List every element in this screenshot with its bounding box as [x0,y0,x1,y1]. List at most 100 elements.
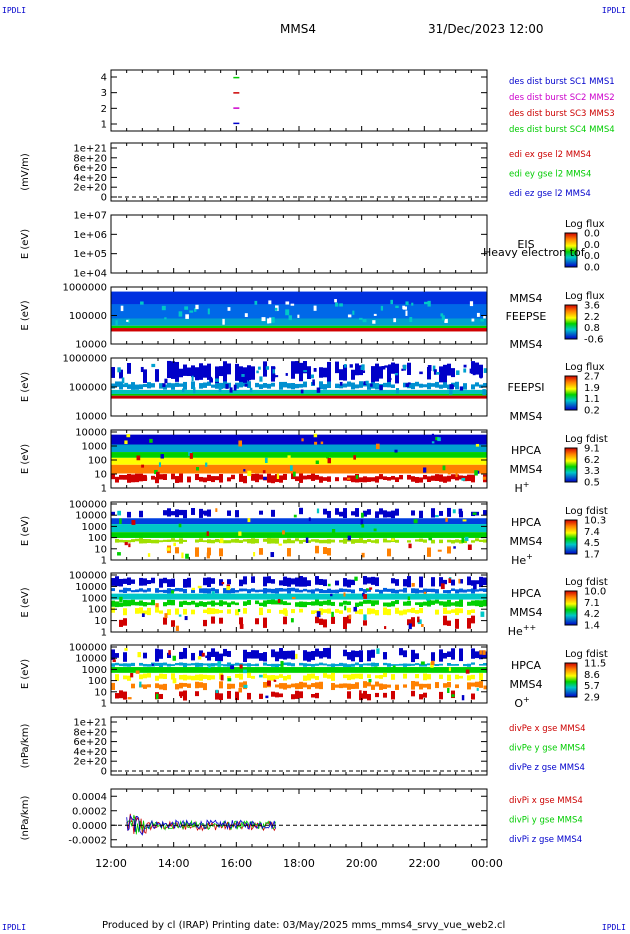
y-axis-label-feepse: E (eV) [20,300,31,330]
spectrogram-speckle-feepsi [435,371,440,375]
spectrogram-speckle-hpca_he2 [407,596,411,601]
spectrogram-cell-hpca_o [359,664,363,668]
spectrogram-speckle-hpca_o [259,674,263,678]
spectrogram-speckle-feepsi [370,383,373,387]
spectrogram-cell-hpca_o [471,682,475,687]
spectrogram-cell-hpca_o [179,662,183,666]
colorbar-tick-hpca_h: 9.1 [584,444,600,455]
spectrogram-cell-hpca_he2 [159,590,163,593]
spectrogram-cell-hpca_o [259,693,263,699]
spectrogram-speckle-hpca_he [316,508,320,514]
spectrogram-speckle-feepsi [272,373,276,379]
legend-entry-divpi: divPi z gse MMS4 [509,835,582,845]
spectrogram-cell-hpca_he [179,509,183,516]
spectrogram-cell-feepsi [271,382,275,387]
spectrogram-cell-hpca_he2 [199,601,203,607]
spectrogram-cell-feepsi [167,360,171,379]
spectrogram-cell-feepsi [427,367,431,380]
spectrogram-cell-hpca_he [207,547,211,556]
y-tick-label-burst: 2 [101,104,107,115]
spectrogram-speckle-hpca_o [451,694,455,698]
spectrogram-speckle-feepse [405,301,409,306]
spectrogram-speckle-hpca_he [131,520,136,525]
spectrogram-speckle-feepsi [256,370,259,374]
spectrogram-speckle-hpca_h [437,437,441,442]
y-tick-label-hpca_h: 1 [101,484,107,495]
spectrogram-cell-hpca_he2 [147,602,151,606]
spectrogram-cell-hpca_he [287,538,291,544]
spectrogram-speckle-hpca_he2 [327,583,331,587]
spectrogram-cell-feepsi [219,382,223,389]
spectrogram-speckle-hpca_o [265,695,269,699]
spectrogram-speckle-hpca_o [483,685,488,690]
instrument-spacecraft-hpca_h: MMS4 [510,463,543,476]
spectrogram-cell-hpca_he2 [455,589,459,594]
spectrogram-speckle-hpca_h [243,469,246,472]
spectrogram-speckle-feepsi [209,378,213,383]
spectrogram-cell-hpca_o [275,692,279,698]
spectrogram-cell-hpca_he2 [171,599,175,606]
spectrogram-cell-hpca_he2 [203,619,207,627]
y-tick-label-hpca_o: 10000 [75,654,107,665]
spectrogram-speckle-feepse [359,317,363,320]
spectrogram-speckle-hpca_o [208,664,211,669]
spectrogram-cell-feepsi [451,368,455,378]
spectrogram-cell-hpca_h [271,475,275,484]
spectrogram-cell-hpca_he2 [203,602,207,607]
spectrogram-cell-hpca_o [227,676,231,679]
spectrogram-speckle-feepse [411,302,414,306]
spectrogram-cell-hpca_o [227,683,231,690]
spectrogram-cell-hpca_h [383,476,387,481]
spectrogram-cell-feepsi [291,383,295,390]
spectrogram-cell-hpca_o [395,684,399,690]
instrument-name-feepsi: FEEPSI [507,381,544,394]
spectrogram-speckle-hpca_he [408,543,412,549]
spectrogram-cell-hpca_he2 [347,607,351,613]
legend-entry-burst: des dist burst SC3 MMS3 [509,109,615,119]
spectrogram-cell-feepsi [179,383,183,387]
spectrogram-speckle-feepse [120,305,124,312]
spectrogram-speckle-feepsi [140,366,144,373]
spectrogram-speckle-feepse [227,307,231,311]
spectrogram-speckle-hpca_h [313,433,318,438]
spectrogram-cell-hpca_o [219,653,223,662]
spectrogram-cell-hpca_he [395,508,399,516]
spectrogram-cell-feepsi [119,369,123,379]
spectrogram-cell-hpca_he [439,510,443,516]
spectrogram-cell-hpca_h [151,475,155,480]
spectrogram-cell-hpca_he2 [431,577,435,587]
spectrogram-cell-hpca_h [435,474,439,482]
spectrogram-cell-hpca_he2 [427,588,431,593]
spectrogram-band-hpca_h [111,464,487,474]
spectrogram-cell-hpca_he2 [339,588,343,593]
spectrogram-cell-hpca_o [347,652,351,660]
date-title: 31/Dec/2023 12:00 [428,22,544,36]
spectrogram-cell-hpca_o [311,673,315,679]
spectrogram-cell-hpca_o [383,672,387,678]
spectrogram-speckle-hpca_he [361,524,365,528]
spectrogram-band-feepse [111,325,487,329]
colorbar-tick-hpca_he: 10.3 [584,516,606,527]
spectrogram-speckle-feepse [444,318,448,323]
spectrogram-cell-hpca_o [343,649,347,657]
spectrogram-cell-hpca_he2 [343,616,347,630]
spectrogram-cell-hpca_he [199,508,203,518]
spectrogram-speckle-hpca_h [482,476,487,480]
spectrogram-cell-hpca_he2 [191,600,195,605]
spectrogram-cell-hpca_he [183,509,187,519]
spectrogram-speckle-feepse [334,298,337,303]
spectrogram-cell-hpca_o [447,651,451,658]
spectrogram-cell-hpca_he2 [427,599,431,607]
spectrogram-speckle-hpca_o [127,697,132,700]
spectrogram-cell-feepsi [199,383,203,389]
spectrogram-cell-hpca_o [415,653,419,660]
spectrogram-speckle-feepse [480,318,485,322]
spectrogram-cell-hpca_o [479,681,483,688]
spectrogram-cell-hpca_h [231,474,235,480]
spectrogram-cell-feepsi [471,384,475,390]
spectrogram-speckle-hpca_he [178,523,182,528]
spectrogram-cell-hpca_he2 [151,577,155,584]
spectrogram-cell-feepsi [475,382,479,387]
spectrogram-cell-hpca_he2 [263,600,267,607]
spectrogram-speckle-hpca_h [126,434,131,438]
